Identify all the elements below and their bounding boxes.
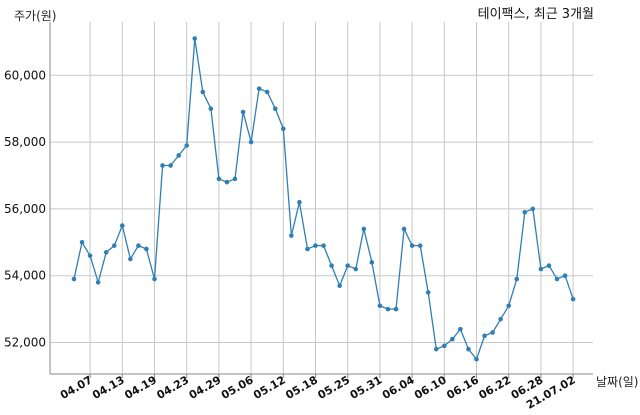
data-point bbox=[538, 266, 544, 272]
data-point bbox=[313, 243, 318, 248]
x-tick-label: 05.06 bbox=[219, 373, 256, 402]
data-point bbox=[369, 260, 375, 265]
y-tick-label: 58,000 bbox=[4, 135, 46, 149]
data-point bbox=[192, 36, 198, 41]
data-point bbox=[305, 246, 310, 252]
data-point bbox=[522, 209, 528, 215]
x-tick-label: 05.25 bbox=[316, 373, 353, 402]
data-point bbox=[152, 276, 157, 282]
data-point bbox=[570, 296, 576, 302]
x-tick-label: 04.29 bbox=[187, 373, 224, 402]
data-point bbox=[482, 333, 487, 339]
data-point bbox=[232, 176, 238, 182]
data-point bbox=[224, 179, 230, 185]
data-point bbox=[546, 263, 552, 268]
x-tick-label: 05.18 bbox=[283, 373, 320, 402]
x-tick-labels: 04.0704.1304.1904.2304.2905.0605.1205.18… bbox=[58, 373, 578, 412]
data-point bbox=[111, 243, 117, 248]
data-point bbox=[168, 163, 173, 168]
data-point bbox=[474, 356, 479, 362]
data-point bbox=[184, 143, 189, 148]
data-point bbox=[200, 89, 206, 95]
x-tick-label: 05.31 bbox=[348, 373, 385, 402]
x-tick-label: 06.16 bbox=[444, 373, 481, 402]
data-point bbox=[433, 346, 439, 352]
data-point bbox=[87, 253, 93, 258]
x-tick-label: 06.04 bbox=[380, 373, 417, 402]
data-point bbox=[514, 276, 520, 282]
data-point bbox=[289, 233, 294, 238]
data-point bbox=[442, 343, 447, 349]
data-point bbox=[562, 273, 568, 279]
data-point bbox=[176, 153, 181, 158]
data-point bbox=[385, 306, 391, 312]
data-point bbox=[128, 256, 133, 262]
grid bbox=[50, 22, 593, 374]
y-tick-labels: 52,000 54,000 56,000 58,000 60,000 bbox=[4, 68, 46, 349]
data-point bbox=[417, 243, 423, 248]
y-tick-label: 54,000 bbox=[4, 269, 46, 283]
data-point bbox=[103, 250, 109, 255]
x-tick-label: 05.12 bbox=[251, 373, 288, 402]
data-point bbox=[409, 243, 415, 248]
axes bbox=[49, 22, 593, 378]
data-point bbox=[208, 106, 214, 111]
data-point bbox=[377, 303, 383, 309]
data-point bbox=[554, 276, 560, 282]
data-point bbox=[240, 109, 246, 115]
data-point bbox=[393, 306, 399, 312]
x-tick-label: 04.23 bbox=[155, 373, 192, 402]
data-point bbox=[216, 176, 222, 182]
data-point bbox=[321, 243, 326, 248]
data-point bbox=[490, 330, 495, 335]
data-point bbox=[466, 346, 471, 352]
data-point bbox=[136, 243, 141, 248]
data-point bbox=[264, 89, 270, 95]
data-point bbox=[79, 240, 85, 245]
data-point bbox=[71, 276, 77, 282]
data-point bbox=[425, 290, 431, 295]
data-point bbox=[337, 283, 342, 289]
y-tick-label: 60,000 bbox=[4, 68, 46, 82]
data-point bbox=[458, 326, 463, 332]
data-point bbox=[272, 106, 278, 111]
data-point bbox=[530, 206, 536, 212]
y-tick-label: 56,000 bbox=[4, 202, 46, 216]
data-point bbox=[281, 126, 286, 132]
y-axis-label: 주가(원) bbox=[14, 9, 56, 23]
data-point bbox=[401, 226, 407, 232]
x-axis-label: 날짜(일) bbox=[596, 375, 638, 389]
data-point bbox=[120, 223, 125, 228]
series-line bbox=[73, 38, 574, 361]
data-point bbox=[329, 263, 334, 268]
data-point bbox=[144, 246, 149, 252]
price-series bbox=[71, 36, 576, 362]
data-point bbox=[498, 316, 503, 322]
data-point bbox=[345, 263, 351, 268]
data-point bbox=[248, 139, 254, 145]
x-tick-label: 04.07 bbox=[58, 373, 95, 402]
x-tick-label: 04.13 bbox=[90, 373, 127, 402]
y-tick-label: 52,000 bbox=[4, 336, 46, 350]
data-point bbox=[297, 199, 302, 205]
data-point bbox=[353, 266, 359, 272]
x-tick-label: 06.22 bbox=[477, 373, 514, 402]
x-tick-label: 04.19 bbox=[122, 373, 159, 402]
data-point bbox=[506, 303, 512, 309]
data-point bbox=[256, 86, 262, 91]
data-point bbox=[160, 163, 165, 168]
x-tick-label: 06.10 bbox=[412, 373, 449, 402]
data-point bbox=[361, 226, 367, 232]
chart-title: 테이팩스, 최근 3개월 bbox=[478, 7, 594, 22]
data-point bbox=[95, 280, 101, 285]
data-point bbox=[450, 336, 455, 342]
